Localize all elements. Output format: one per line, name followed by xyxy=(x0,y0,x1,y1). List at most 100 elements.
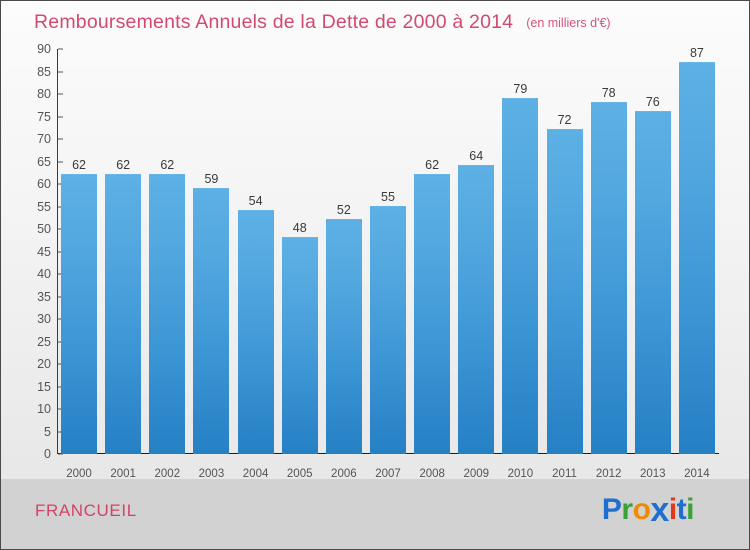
x-axis-tick-label: 2004 xyxy=(242,468,269,480)
logo-letter: i xyxy=(668,493,677,526)
bar-group: 52 2006 xyxy=(325,49,362,480)
bar[interactable] xyxy=(502,97,539,454)
bar[interactable] xyxy=(414,174,451,454)
y-axis-tick-label: 85 xyxy=(37,64,51,79)
logo-letter: r xyxy=(621,493,633,526)
x-axis-tick-label: 2009 xyxy=(463,468,490,480)
y-axis-tick-label: 0 xyxy=(44,447,51,461)
x-axis-tick-label: 2011 xyxy=(552,468,577,480)
bar-value-label: 72 xyxy=(557,113,572,127)
y-axis-tick-mark xyxy=(58,206,63,207)
proxiti-logo[interactable]: Proxiti xyxy=(601,491,695,529)
bar-value-label: 59 xyxy=(204,171,219,186)
y-axis-tick-mark xyxy=(58,318,63,320)
y-axis-tick-mark xyxy=(58,431,63,432)
bar[interactable] xyxy=(105,174,142,454)
bar[interactable] xyxy=(193,187,230,454)
plot-area: 0 5 10 15 20 25 30 35 40 45 50 55 60 65 70 75 80 85 90 62 2… xyxy=(1,39,749,480)
bar-group: 76 2013 xyxy=(634,49,671,480)
bar[interactable] xyxy=(237,210,274,454)
y-axis-tick-label: 30 xyxy=(37,312,51,326)
y-axis-tick-mark xyxy=(58,138,63,140)
y-axis-tick-label: 80 xyxy=(37,87,51,101)
bar-group: 48 2005 xyxy=(281,49,318,480)
bar-value-label: 62 xyxy=(72,158,86,172)
y-axis-tick-label: 45 xyxy=(37,244,51,259)
bar-group: 62 2001 xyxy=(105,49,142,480)
y-axis-tick-mark xyxy=(58,363,63,365)
logo-letter: i xyxy=(686,493,694,526)
x-axis-tick-label: 2014 xyxy=(684,468,710,480)
y-axis-tick-label: 20 xyxy=(37,357,51,371)
bar-group: 62 2000 xyxy=(61,49,98,480)
x-axis-tick-label: 2005 xyxy=(286,468,313,480)
y-axis-tick-label: 65 xyxy=(37,154,51,169)
y-axis-tick-label: 50 xyxy=(37,222,51,236)
bar-value-label: 62 xyxy=(425,158,440,172)
bar-group: 72 2011 xyxy=(546,49,583,480)
bar-group: 62 2008 xyxy=(414,49,451,480)
y-axis-tick-mark xyxy=(58,48,63,50)
x-axis-tick-label: 2012 xyxy=(595,468,622,480)
y-axis-tick-mark xyxy=(58,296,63,297)
y-axis-tick-label: 25 xyxy=(37,334,51,349)
bar[interactable] xyxy=(458,165,495,454)
bar[interactable] xyxy=(634,111,671,454)
y-axis-tick-mark xyxy=(58,273,63,275)
y-axis-tick-mark xyxy=(58,341,63,342)
chart-units-label: (en milliers d'€) xyxy=(526,16,611,30)
logo-letter: x xyxy=(650,491,669,529)
bar-group: 79 2010 xyxy=(502,49,539,480)
bar-group: 54 2004 xyxy=(237,49,274,480)
bar[interactable] xyxy=(590,102,627,454)
bar-value-label: 76 xyxy=(645,95,660,109)
x-axis-tick-label: 2013 xyxy=(639,468,666,480)
x-axis-tick-label: 2001 xyxy=(110,468,136,480)
y-axis-tick-mark xyxy=(58,251,63,252)
x-axis-tick-label: 2002 xyxy=(154,468,181,480)
y-axis-tick-mark xyxy=(58,183,63,185)
logo-letter: t xyxy=(676,493,687,526)
y-axis-tick-mark xyxy=(58,116,63,117)
bar[interactable] xyxy=(678,61,715,454)
y-axis-tick-label: 70 xyxy=(37,132,51,146)
bar-value-label: 54 xyxy=(248,194,263,208)
bar[interactable] xyxy=(281,237,318,454)
bar[interactable] xyxy=(149,174,186,454)
bar-group: 55 2007 xyxy=(370,49,406,480)
bar-group: 78 2012 xyxy=(590,49,627,480)
page-title: Remboursements Annuels de la Dette de 20… xyxy=(34,10,514,33)
bar[interactable] xyxy=(61,174,98,454)
bar-value-label: 87 xyxy=(689,45,704,60)
commune-name: FRANCUEIL xyxy=(35,501,137,520)
bar[interactable] xyxy=(325,219,362,454)
bar-value-label: 52 xyxy=(336,203,351,217)
y-axis-tick-label: 40 xyxy=(37,267,51,281)
x-axis-tick-label: 2007 xyxy=(375,468,401,480)
bar-value-label: 64 xyxy=(469,149,484,163)
bar-group: 87 2014 xyxy=(678,45,715,480)
bar-group: 62 2002 xyxy=(149,49,186,480)
bar[interactable] xyxy=(546,129,583,454)
y-axis-tick-label: 5 xyxy=(44,424,51,439)
y-axis-tick-label: 55 xyxy=(37,199,51,214)
bar-group: 59 2003 xyxy=(193,49,230,480)
x-axis-tick-label: 2000 xyxy=(66,468,92,480)
y-axis-tick-mark xyxy=(58,93,63,95)
x-axis-tick-label: 2006 xyxy=(331,468,357,480)
y-axis-tick-mark xyxy=(58,161,63,162)
y-axis-tick-label: 35 xyxy=(37,289,51,304)
bar[interactable] xyxy=(370,205,406,454)
bar-value-label: 62 xyxy=(116,158,131,172)
bar-group: 64 2009 xyxy=(458,49,495,480)
y-axis-tick-label: 75 xyxy=(37,109,51,124)
y-axis-line xyxy=(57,49,58,454)
y-axis-tick-mark xyxy=(58,386,63,387)
x-axis-tick-label: 2003 xyxy=(198,468,225,480)
logo-letter: P xyxy=(601,493,622,526)
bar-value-label: 78 xyxy=(601,86,616,100)
footer-bar: FRANCUEIL Proxiti xyxy=(1,479,749,549)
y-axis-tick-mark xyxy=(58,71,63,72)
bar-value-label: 62 xyxy=(160,158,175,172)
